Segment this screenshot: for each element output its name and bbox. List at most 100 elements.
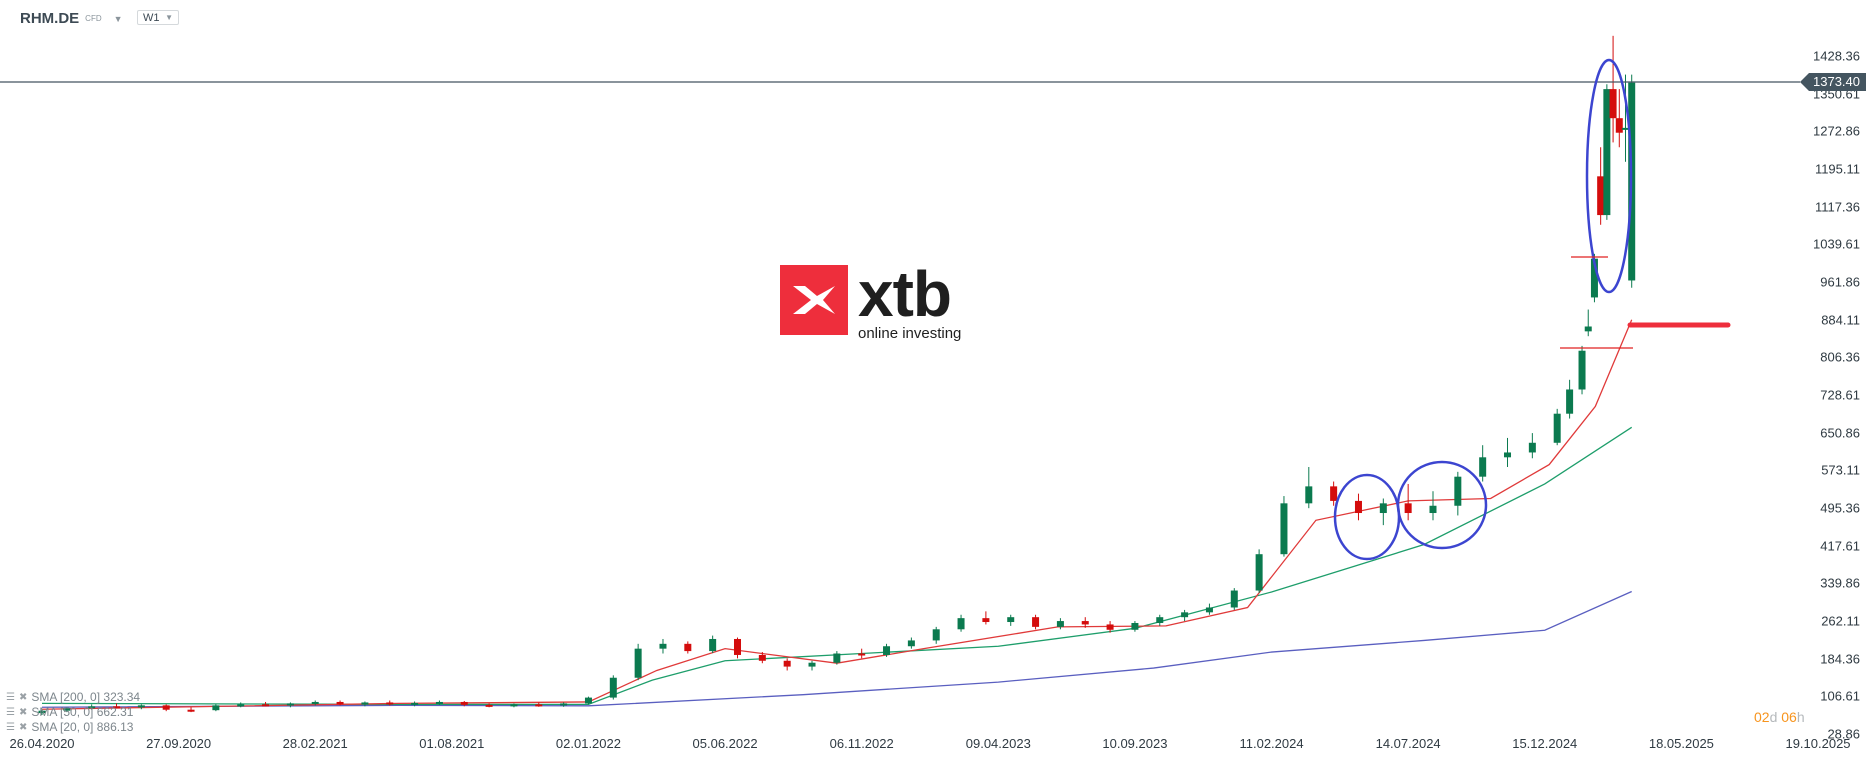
candle (1181, 609, 1189, 622)
candle (1255, 549, 1263, 593)
candle (1566, 379, 1574, 419)
timeframe-select[interactable]: W1 ▼ (137, 10, 179, 25)
price-tick: 650.86 (1820, 425, 1860, 441)
candle-body (88, 706, 96, 709)
candle (510, 703, 518, 708)
legend-sma-20[interactable]: ☰ ✖ SMA [20, 0] 886.13 (6, 720, 133, 734)
candle-body (1603, 89, 1611, 216)
candle (808, 660, 816, 671)
candle-body (783, 660, 791, 667)
price-tick: 884.11 (1821, 312, 1860, 328)
chevron-down-icon[interactable]: ▼ (113, 13, 123, 24)
date-tick: 10.09.2023 (1102, 736, 1168, 751)
price-tick: 1195.11 (1814, 161, 1860, 177)
candle (187, 707, 195, 713)
candle (1429, 491, 1437, 521)
drawings[interactable] (1333, 58, 1731, 561)
candle (659, 638, 667, 654)
price-tick: 806.36 (1820, 349, 1860, 365)
candle-body (1553, 413, 1561, 443)
annotation-ellipse-3[interactable] (1585, 58, 1633, 294)
candle (162, 704, 170, 712)
date-tick: 27.09.2020 (146, 736, 212, 751)
timeframe-value: W1 (143, 11, 160, 24)
close-icon[interactable]: ✖ (18, 691, 28, 703)
candle (584, 696, 592, 705)
candle-body (733, 638, 741, 655)
price-tick: 1117.36 (1814, 199, 1860, 215)
candle (1056, 618, 1064, 630)
candle (634, 643, 642, 681)
candle (1305, 466, 1313, 509)
candles (38, 35, 1636, 716)
annotation-ellipse-1[interactable] (1333, 473, 1401, 561)
candle (1007, 614, 1015, 626)
candle (1230, 588, 1238, 610)
price-tick: 1428.36 (1813, 48, 1860, 64)
legend-sma-200[interactable]: ☰ ✖ SMA [200, 0] 323.34 (6, 690, 140, 704)
candle (1404, 483, 1412, 521)
candle (1454, 471, 1462, 516)
candle-body (1354, 500, 1362, 514)
sma-line (41, 426, 1633, 706)
candle (137, 704, 145, 710)
candle-body (1454, 476, 1462, 506)
candle (1106, 621, 1114, 633)
close-icon[interactable]: ✖ (18, 721, 28, 733)
candle-body (1590, 258, 1598, 298)
chevron-down-icon: ▼ (165, 13, 173, 22)
candle-body (609, 677, 617, 698)
candle-body (535, 704, 543, 707)
symbol-selector[interactable]: RHM.DE CFD ▼ (20, 10, 123, 27)
date-tick: 01.08.2021 (419, 736, 485, 751)
annotation-ellipse-2[interactable] (1396, 460, 1488, 550)
candle-body (361, 702, 369, 705)
price-tick: 28.86 (1827, 726, 1860, 742)
candle (1032, 614, 1040, 630)
countdown-days: 02 (1754, 709, 1770, 725)
close-icon[interactable]: ✖ (18, 706, 28, 718)
logo-tagline: online investing (858, 325, 962, 342)
candle-body (237, 704, 245, 707)
date-tick: 14.07.2024 (1375, 736, 1441, 751)
candle-body (63, 708, 71, 711)
candle-body (336, 701, 344, 705)
candle-body (411, 702, 419, 705)
candle-body (1156, 617, 1164, 623)
candle (311, 700, 319, 706)
candle-body (1230, 590, 1238, 608)
candle-body (1106, 624, 1114, 630)
candle-body (883, 646, 891, 655)
date-tick: 18.05.2025 (1648, 736, 1714, 751)
price-tick: 417.61 (1820, 538, 1860, 554)
legend-sma-50[interactable]: ☰ ✖ SMA [50, 0] 662.31 (6, 705, 133, 719)
price-tick: 106.61 (1820, 688, 1860, 704)
instrument-type: CFD (85, 14, 102, 23)
candle-body (659, 643, 667, 649)
candle-body (435, 701, 443, 704)
candle-body (684, 643, 692, 652)
candle (286, 702, 294, 708)
candle (883, 643, 891, 657)
candle (1504, 437, 1512, 467)
xtb-logo-mark (780, 265, 848, 335)
price-tick: 262.11 (1821, 613, 1860, 629)
candle-body (1032, 617, 1040, 627)
settings-icon[interactable]: ☰ (6, 721, 15, 733)
candle-body (1479, 457, 1487, 477)
price-tick: 339.86 (1820, 575, 1860, 591)
legend-label: SMA [50, 0] 662.31 (31, 705, 134, 719)
candle-body (38, 710, 46, 714)
candle-body (1081, 621, 1089, 625)
date-tick: 11.02.2024 (1239, 736, 1304, 751)
logo-word: xtb (858, 258, 952, 330)
date-tick: 26.04.2020 (9, 736, 75, 751)
settings-icon[interactable]: ☰ (6, 706, 15, 718)
settings-icon[interactable]: ☰ (6, 691, 15, 703)
candle-body (510, 704, 518, 707)
candle-body (833, 653, 841, 663)
candle (1280, 496, 1288, 557)
candle (1603, 84, 1611, 220)
candle-body (1504, 452, 1512, 458)
